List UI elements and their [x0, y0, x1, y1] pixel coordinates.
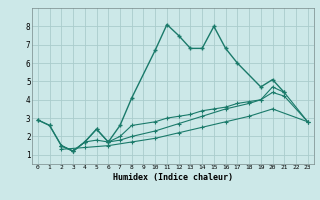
X-axis label: Humidex (Indice chaleur): Humidex (Indice chaleur): [113, 173, 233, 182]
